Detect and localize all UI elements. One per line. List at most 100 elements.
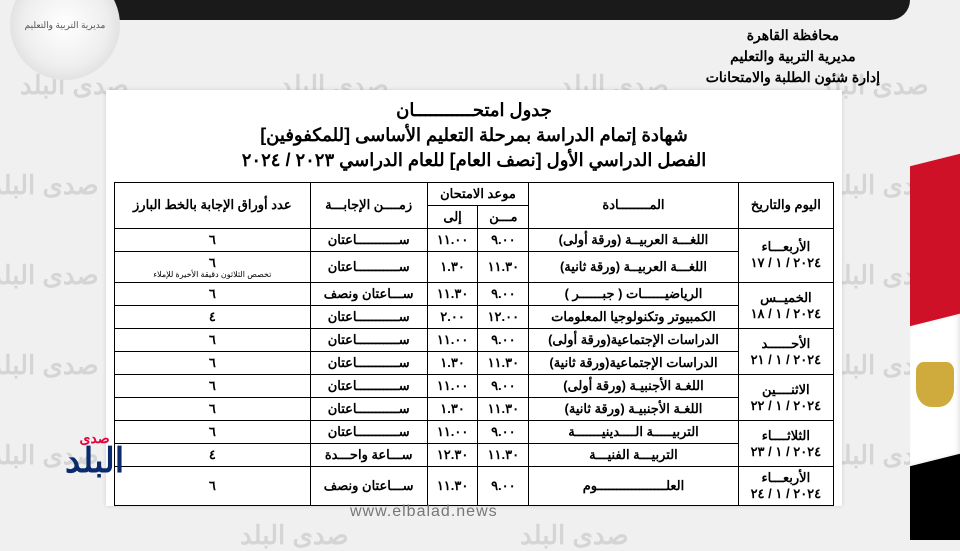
cell-to: ١.٣٠	[427, 251, 478, 283]
cell-subject: اللغـة الأجنبيـة (ورقة ثانية)	[529, 398, 739, 421]
table-head: اليوم والتاريخ المــــــــادة موعد الامت…	[115, 182, 834, 228]
issuer-dir: مديرية التربية والتعليم	[706, 46, 880, 67]
cell-papers: ٦	[115, 352, 311, 375]
cell-from: ٩.٠٠	[478, 283, 529, 306]
table-row: الأربعـــاء٢٠٢٤ / ١ / ٢٤العلــــــــــــ…	[115, 467, 834, 506]
table-row: الخميــس٢٠٢٤ / ١ / ١٨الرياضيــــــات ( ج…	[115, 283, 834, 306]
cell-duration: ســـــــــــاعتان	[310, 352, 427, 375]
cell-subject: الدراسات الإجتماعية(ورقة ثانية)	[529, 352, 739, 375]
document-issuer: محافظة القاهرة مديرية التربية والتعليم إ…	[706, 25, 880, 88]
cell-subject: العلــــــــــــــــــوم	[529, 467, 739, 506]
cell-to: ٢.٠٠	[427, 306, 478, 329]
cell-to: ١١.٣٠	[427, 467, 478, 506]
cell-papers: ٦	[115, 228, 311, 251]
cell-duration: ســـاعة واحـــدة	[310, 444, 427, 467]
cell-to: ١١.٠٠	[427, 228, 478, 251]
cell-to: ١.٣٠	[427, 352, 478, 375]
table-row: الأحــــــد٢٠٢٤ / ١ / ٢١الدراسات الإجتما…	[115, 329, 834, 352]
watermark-text: صدى البلد	[0, 350, 99, 381]
table-row: اللغـــة العربيــة (ورقة ثانية)١١.٣٠١.٣٠…	[115, 251, 834, 283]
cell-papers: ٦	[115, 467, 311, 506]
flag-black	[910, 454, 960, 540]
cell-from: ١١.٣٠	[478, 444, 529, 467]
issuer-dept: إدارة شئون الطلبة والامتحانات	[706, 67, 880, 88]
ministry-logo: مديرية التربية والتعليم	[10, 0, 120, 80]
col-from: مـــن	[478, 205, 529, 228]
cell-day: الأحــــــد٢٠٢٤ / ١ / ٢١	[738, 329, 833, 375]
doc-title-l3: الفصل الدراسي الأول [نصف العام] للعام ال…	[114, 148, 834, 173]
cell-duration: ســـــــــــاعتان	[310, 421, 427, 444]
cell-to: ١.٣٠	[427, 398, 478, 421]
exam-document: جدول امتحـــــــــــان شهادة إتمام الدرا…	[106, 90, 842, 506]
col-slot: موعد الامتحان	[427, 182, 529, 205]
cell-subject: الرياضيــــــات ( جبــــــر )	[529, 283, 739, 306]
elbalad-text: البلد	[65, 448, 124, 475]
cell-from: ٩.٠٠	[478, 329, 529, 352]
cell-papers: ٦	[115, 421, 311, 444]
cell-papers: ٦	[115, 329, 311, 352]
cell-subject: التربيـــــة الــــدينيـــــــة	[529, 421, 739, 444]
col-subject: المــــــــادة	[529, 182, 739, 228]
table-body: الأربعـــاء٢٠٢٤ / ١ / ١٧اللغـــة العربيـ…	[115, 228, 834, 506]
cell-subject: الدراسات الإجتماعية(ورقة أولى)	[529, 329, 739, 352]
table-row: الدراسات الإجتماعية(ورقة ثانية)١١.٣٠١.٣٠…	[115, 352, 834, 375]
url-watermark: www.elbalad.news	[350, 503, 498, 521]
cell-from: ١١.٣٠	[478, 398, 529, 421]
col-papers: عدد أوراق الإجابة بالخط البارز	[115, 182, 311, 228]
logo-text: مديرية التربية والتعليم	[25, 20, 106, 31]
cell-subject: التربيـــة الفنيـــة	[529, 444, 739, 467]
cell-subject: اللغـــة العربيــة (ورقة ثانية)	[529, 251, 739, 283]
cell-papers: ٤	[115, 306, 311, 329]
cell-duration: ســـــــــــاعتان	[310, 398, 427, 421]
table-row: التربيـــة الفنيـــة١١.٣٠١٢.٣٠ســـاعة وا…	[115, 444, 834, 467]
cell-day: الاثنــــين٢٠٢٤ / ١ / ٢٢	[738, 375, 833, 421]
table-row: الكمبيوتر وتكنولوجيا المعلومات١٢.٠٠٢.٠٠س…	[115, 306, 834, 329]
watermark-text: صدى البلد	[0, 170, 99, 201]
cell-day: الأربعـــاء٢٠٢٤ / ١ / ٢٤	[738, 467, 833, 506]
table-row: الأربعـــاء٢٠٢٤ / ١ / ١٧اللغـــة العربيـ…	[115, 228, 834, 251]
cell-duration: ســـــــــــاعتان	[310, 306, 427, 329]
table-row: الثلاثــــاء٢٠٢٤ / ١ / ٢٣التربيـــــة ال…	[115, 421, 834, 444]
cell-duration: ســـــــــــاعتان	[310, 228, 427, 251]
doc-title-l2: شهادة إتمام الدراسة بمرحلة التعليم الأسا…	[114, 123, 834, 148]
flag-red	[910, 154, 960, 326]
cell-from: ١١.٣٠	[478, 352, 529, 375]
cell-to: ١١.٣٠	[427, 283, 478, 306]
doc-title-l1: جدول امتحـــــــــــان	[114, 98, 834, 123]
cell-from: ١١.٣٠	[478, 251, 529, 283]
cell-day: الخميــس٢٠٢٤ / ١ / ١٨	[738, 283, 833, 329]
table-row: الاثنــــين٢٠٢٤ / ١ / ٢٢اللغـة الأجنبيـة…	[115, 375, 834, 398]
cell-duration: ســـــــــــاعتان	[310, 375, 427, 398]
watermark-text: صدى البلد	[240, 520, 349, 551]
watermark-text: صدى البلد	[0, 260, 99, 291]
cell-to: ١١.٠٠	[427, 421, 478, 444]
exam-schedule-table: اليوم والتاريخ المــــــــادة موعد الامت…	[114, 182, 834, 507]
cell-from: ٩.٠٠	[478, 467, 529, 506]
cell-subject: اللغـــة العربيــة (ورقة أولى)	[529, 228, 739, 251]
cell-duration: ســـاعتان ونصف	[310, 467, 427, 506]
watermark-text: صدى البلد	[520, 520, 629, 551]
cell-duration: ســـاعتان ونصف	[310, 283, 427, 306]
cell-from: ١٢.٠٠	[478, 306, 529, 329]
cell-subject: اللغـة الأجنبيـة (ورقة أولى)	[529, 375, 739, 398]
top-bar	[50, 0, 910, 20]
col-duration: زمــــن الإجابـــة	[310, 182, 427, 228]
issuer-gov: محافظة القاهرة	[706, 25, 880, 46]
footnote: تخصص الثلاثون دقيقة الأخيرة للإملاء	[121, 271, 304, 280]
cell-from: ٩.٠٠	[478, 421, 529, 444]
cell-papers: ٦	[115, 375, 311, 398]
cell-from: ٩.٠٠	[478, 375, 529, 398]
egypt-flag	[890, 130, 960, 540]
cell-to: ١١.٠٠	[427, 329, 478, 352]
elbalad-logo: صدى البلد	[65, 430, 124, 475]
cell-day: الأربعـــاء٢٠٢٤ / ١ / ١٧	[738, 228, 833, 283]
table-row: اللغـة الأجنبيـة (ورقة ثانية)١١.٣٠١.٣٠سـ…	[115, 398, 834, 421]
cell-duration: ســـــــــــاعتان	[310, 251, 427, 283]
col-day: اليوم والتاريخ	[738, 182, 833, 228]
cell-papers: ٦تخصص الثلاثون دقيقة الأخيرة للإملاء	[115, 251, 311, 283]
cell-papers: ٦	[115, 283, 311, 306]
doc-title: جدول امتحـــــــــــان شهادة إتمام الدرا…	[114, 98, 834, 174]
cell-day: الثلاثــــاء٢٠٢٤ / ١ / ٢٣	[738, 421, 833, 467]
col-to: إلى	[427, 205, 478, 228]
cell-to: ١٢.٣٠	[427, 444, 478, 467]
